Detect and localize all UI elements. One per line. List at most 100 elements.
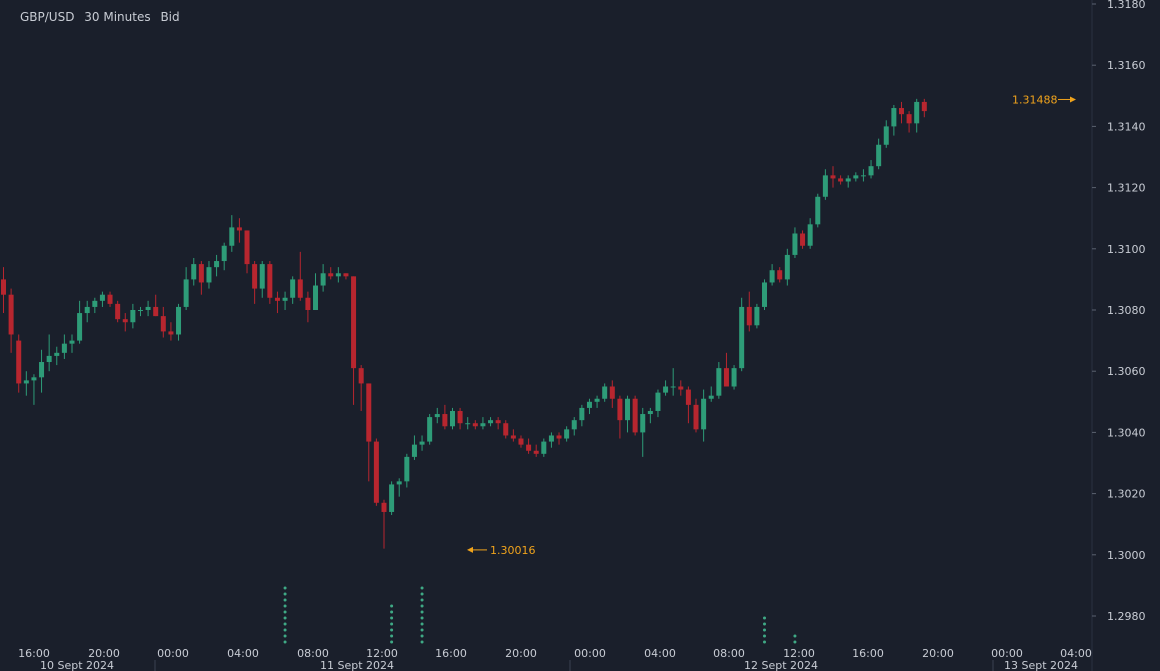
y-tick-label: 1.3040 xyxy=(1107,426,1146,439)
candle xyxy=(609,380,615,408)
candle-body xyxy=(404,456,410,482)
candle xyxy=(739,297,745,372)
signal-dot xyxy=(763,622,766,626)
candle-body xyxy=(419,441,425,445)
x-time-label: 20:00 xyxy=(88,647,120,660)
signal-dot xyxy=(420,628,424,632)
candle xyxy=(176,303,182,341)
signal-dot xyxy=(420,622,424,626)
candle-body xyxy=(442,414,448,427)
candle xyxy=(868,160,874,179)
candle-body xyxy=(602,386,608,399)
candle-body xyxy=(236,227,242,231)
candle xyxy=(305,291,311,323)
candle xyxy=(685,386,691,424)
x-time-label: 00:00 xyxy=(574,647,606,660)
candle-body xyxy=(723,368,729,387)
x-time-label: 16:00 xyxy=(435,647,467,660)
candle xyxy=(754,303,760,329)
candle-body xyxy=(221,245,227,262)
signal-dot xyxy=(763,628,766,632)
candle xyxy=(731,365,737,390)
candle xyxy=(777,267,783,283)
candle xyxy=(457,407,463,430)
candle-body xyxy=(145,306,151,310)
candle-body xyxy=(39,362,45,378)
candle-body xyxy=(586,401,592,408)
candle-body xyxy=(830,175,836,179)
candle-body xyxy=(427,417,433,442)
candle xyxy=(107,291,113,307)
candle xyxy=(533,444,539,457)
candle-body xyxy=(305,297,311,310)
candle-body xyxy=(274,297,280,301)
candle xyxy=(335,267,341,283)
candle xyxy=(891,104,897,136)
candle xyxy=(183,267,189,310)
candle xyxy=(716,362,722,399)
candle-body xyxy=(153,306,159,317)
candle-body xyxy=(883,126,889,145)
x-date-label: 10 Sept 2024 xyxy=(40,659,114,671)
x-time-label: 20:00 xyxy=(505,647,537,660)
candle xyxy=(92,297,98,314)
candle-body xyxy=(259,264,265,289)
candle-body xyxy=(92,300,98,307)
signal-dot xyxy=(283,598,287,602)
candle-body xyxy=(137,310,143,311)
candle-body xyxy=(914,101,920,124)
candle-body xyxy=(229,227,235,246)
candle xyxy=(99,291,105,307)
candle xyxy=(69,334,75,353)
candle xyxy=(449,407,455,430)
candle-body xyxy=(191,264,197,280)
candle-body xyxy=(31,377,37,381)
candle-body xyxy=(366,383,372,442)
x-time-label: 04:00 xyxy=(644,647,676,660)
candle-body xyxy=(122,319,128,323)
candle-body xyxy=(328,273,334,277)
x-time-label: 04:00 xyxy=(227,647,259,660)
x-time-label: 08:00 xyxy=(297,647,329,660)
signal-dot xyxy=(390,610,394,614)
candle xyxy=(503,420,509,439)
y-tick-label: 1.2980 xyxy=(1107,610,1146,623)
signal-dot xyxy=(390,640,394,644)
candle xyxy=(647,407,653,424)
candle xyxy=(229,215,235,252)
signal-dot xyxy=(283,586,287,590)
candle xyxy=(404,453,410,488)
signal-markers xyxy=(283,586,797,644)
candle xyxy=(16,334,22,393)
candle-body xyxy=(343,273,349,277)
candle-body xyxy=(16,340,22,384)
candle-body xyxy=(373,441,379,503)
candle xyxy=(800,230,806,249)
candle xyxy=(221,242,227,271)
signal-dot xyxy=(390,634,394,638)
candle-body xyxy=(381,502,387,512)
candle xyxy=(807,218,813,249)
candle-body xyxy=(183,279,189,307)
signal-dot xyxy=(390,628,394,632)
candle xyxy=(236,218,242,243)
candle xyxy=(792,227,798,258)
signal-dot xyxy=(390,616,394,620)
candle xyxy=(282,291,288,310)
candle-body xyxy=(754,306,760,326)
candle-body xyxy=(594,398,600,402)
candle-body xyxy=(625,398,631,421)
candle-body xyxy=(777,270,783,280)
candle-body xyxy=(510,435,516,439)
candle-body xyxy=(176,306,182,335)
candle xyxy=(77,300,83,344)
candle-body xyxy=(320,273,326,286)
candle-body xyxy=(541,441,547,454)
candle-body xyxy=(77,313,83,341)
candle-body xyxy=(115,303,121,320)
candle-body xyxy=(906,114,912,124)
high-arrow-icon xyxy=(1070,96,1076,103)
candle-body xyxy=(800,233,806,246)
candle xyxy=(411,435,417,460)
